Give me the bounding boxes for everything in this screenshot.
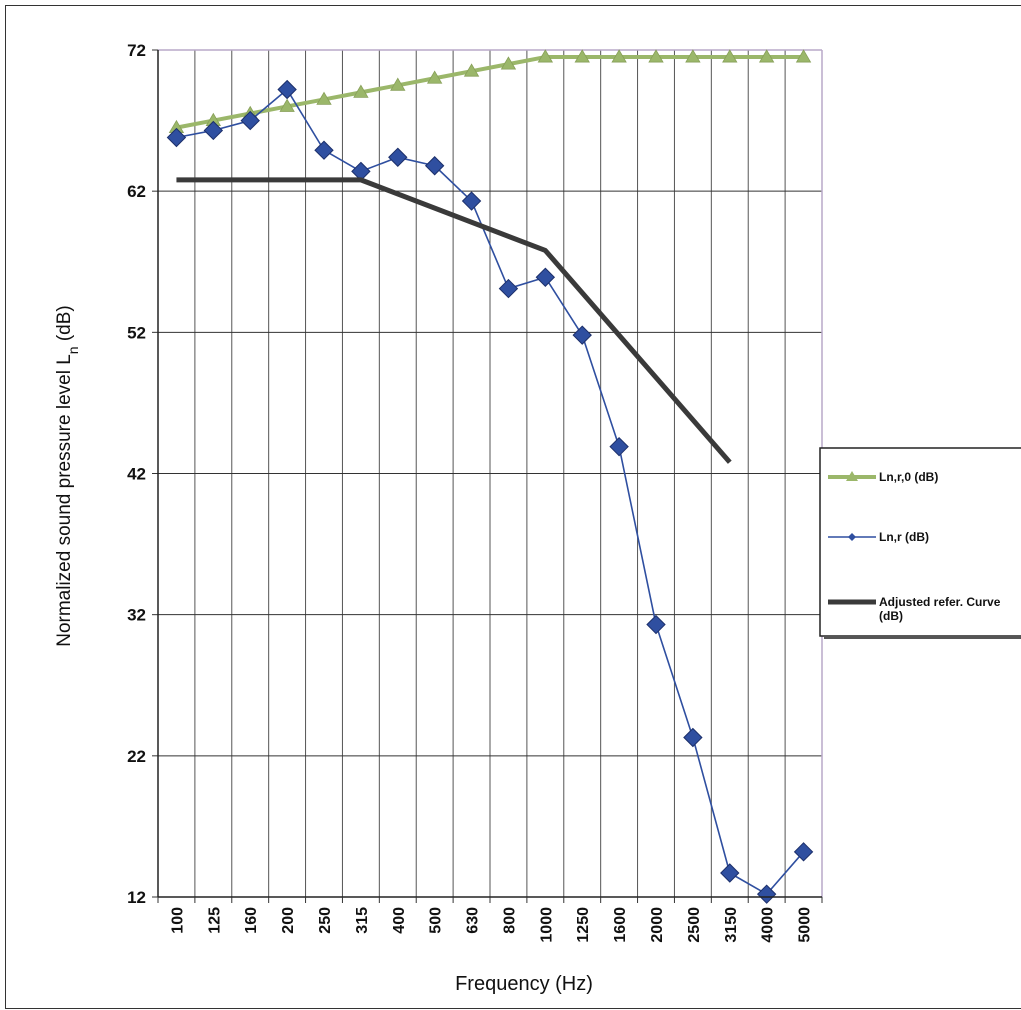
triangle-marker (463, 63, 480, 77)
series-line (176, 88, 805, 895)
chart-frame (5, 5, 1021, 1009)
diamond-marker (756, 884, 777, 904)
grid-layer (157, 49, 823, 898)
legend-label: Adjusted refer. Curve (dB) (879, 595, 1001, 623)
x-tick-label: 1250 (575, 907, 592, 943)
x-tick-label: 500 (428, 907, 445, 934)
diamond-marker (388, 147, 408, 167)
triangle-marker (426, 70, 443, 84)
x-tick-label: 200 (280, 907, 297, 934)
triangle-marker (648, 49, 664, 63)
series-layer (166, 49, 814, 904)
triangle-marker (611, 49, 627, 63)
diamond-marker (535, 267, 556, 287)
y-tick-label: 12 (127, 888, 146, 907)
series-3 (176, 177, 732, 464)
triangle-marker (795, 49, 812, 63)
legend-shadow (824, 636, 1021, 639)
legend-diamond-marker (848, 533, 856, 541)
triangle-marker (574, 49, 590, 63)
x-tick-label: 800 (501, 907, 518, 934)
triangle-marker (316, 91, 332, 105)
x-tick-label: 315 (354, 907, 371, 934)
diamond-marker (793, 842, 814, 862)
y-tick-label: 32 (127, 606, 146, 625)
x-tick-label: 3150 (723, 907, 740, 943)
x-axis-title: Frequency (Hz) (455, 973, 593, 995)
diamond-marker (240, 110, 260, 131)
diamond-marker (498, 278, 519, 299)
legend-label: Ln,r (dB) (879, 530, 929, 544)
legend: Ln,r,0 (dB) Ln,r (dB) Adjusted refer. Curv… (819, 447, 1021, 639)
diamond-marker (203, 120, 224, 141)
y-axis-title-main: Normalized sound pressure level L (54, 354, 75, 647)
series-line (176, 177, 732, 464)
x-tick-label: 1000 (538, 907, 555, 943)
diamond-marker (166, 127, 187, 148)
legend-label: Ln,r,0 (dB) (879, 470, 938, 484)
diamond-marker (461, 191, 482, 211)
y-tick-label: 42 (127, 465, 146, 484)
diamond-marker (277, 79, 297, 100)
legend-entry: Ln,r,0 (dB) (828, 470, 938, 484)
x-tick-label: 1600 (612, 907, 629, 943)
x-tick-label: 5000 (797, 907, 814, 943)
triangle-marker (279, 98, 295, 112)
x-tick-label: 125 (206, 907, 223, 934)
x-tick-label: 160 (243, 907, 260, 934)
y-tick-label: 62 (127, 182, 146, 201)
triangle-marker (758, 49, 775, 63)
triangle-marker (390, 77, 406, 91)
y-axis-title: Normalized sound pressure level Ln (dB) (54, 305, 81, 647)
diamond-marker (424, 156, 445, 176)
y-axis-title-unit: (dB) (54, 305, 75, 346)
legend-triangle-marker (846, 471, 858, 481)
x-tick-label: 250 (317, 907, 334, 934)
legend-entry: Adjusted refer. Curve (dB) (828, 595, 1001, 623)
diamond-marker (683, 727, 703, 748)
diamond-marker (720, 863, 740, 883)
x-tick-label: 630 (465, 907, 482, 934)
y-axis-title-subscript: n (65, 346, 81, 354)
x-tick-label: 400 (391, 907, 408, 934)
x-tick-label: 2000 (649, 907, 666, 943)
axis-layer: Frequency (Hz) Normalized sound pressure… (54, 41, 823, 995)
series-2 (166, 79, 814, 904)
x-tick-label: 2500 (686, 907, 703, 943)
y-tick-label: 52 (127, 323, 146, 342)
y-tick-label: 22 (127, 747, 146, 766)
y-tick-label: 72 (127, 41, 146, 60)
series-line (176, 55, 804, 130)
x-tick-label: 100 (169, 907, 186, 934)
diamond-marker (609, 436, 629, 457)
triangle-marker (537, 49, 554, 63)
triangle-marker (722, 49, 738, 63)
diamond-marker (314, 140, 334, 160)
series-1 (168, 49, 812, 134)
triangle-marker (500, 56, 517, 70)
diamond-marker (646, 614, 666, 635)
triangle-marker (685, 49, 701, 63)
triangle-marker (353, 84, 369, 98)
x-tick-label: 4000 (760, 907, 777, 943)
legend-entry: Ln,r (dB) (828, 530, 929, 544)
diamond-marker (572, 325, 592, 345)
